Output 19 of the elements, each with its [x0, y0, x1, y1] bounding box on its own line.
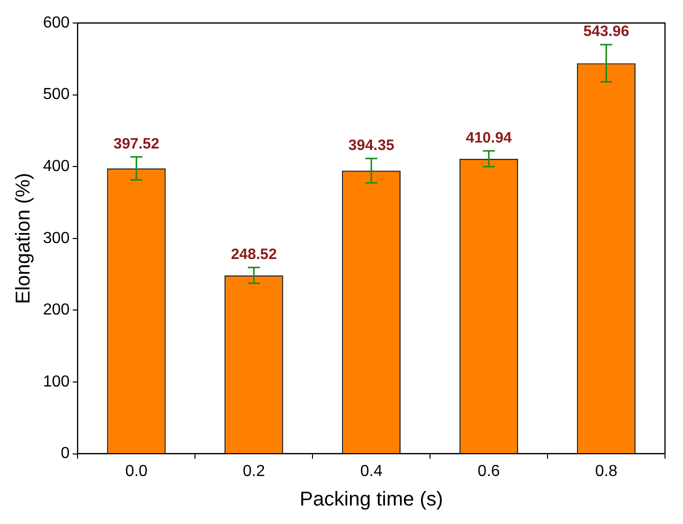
data-label: 248.52 — [230, 246, 277, 264]
y-tick-label: 200 — [42, 302, 70, 319]
data-label: 410.94 — [466, 129, 512, 146]
y-axis-title: Elongation (%) — [12, 172, 35, 304]
y-tick-label: 300 — [42, 230, 70, 247]
data-label: 397.52 — [113, 136, 160, 153]
data-label: 543.96 — [583, 23, 630, 40]
x-axis-title: Packing time (s) — [300, 488, 444, 511]
y-tick-label: 400 — [42, 158, 70, 176]
y-tick-label: 100 — [42, 373, 70, 390]
y-tick-label: 600 — [42, 14, 70, 32]
x-tick-label: 0.8 — [595, 462, 618, 480]
y-tick-label: 0 — [60, 445, 70, 462]
x-tick-label: 0.2 — [242, 462, 266, 480]
y-tick-label: 500 — [42, 86, 70, 104]
data-label: 394.35 — [348, 137, 394, 154]
x-tick-label: 0.4 — [360, 462, 383, 480]
x-tick-label: 0.0 — [125, 462, 148, 480]
x-tick-label: 0.6 — [478, 462, 500, 480]
